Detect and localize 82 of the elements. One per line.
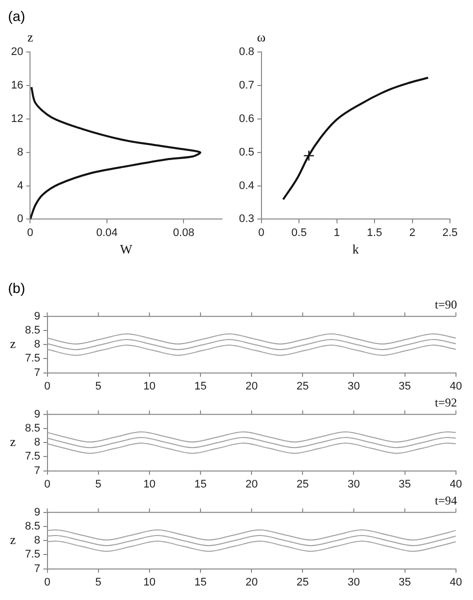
y-tick-label: 0.3 <box>238 213 254 226</box>
x-tick-label: 0 <box>44 380 50 392</box>
x-tick-label: 25 <box>296 478 309 490</box>
y-axis-title: z <box>27 29 34 44</box>
y-tick-label: 7 <box>34 366 40 379</box>
x-tick-label: 15 <box>194 478 207 490</box>
y-tick-label: 0.5 <box>238 146 254 158</box>
x-tick-label: 40 <box>450 576 462 588</box>
x-tick-label: 15 <box>194 380 207 392</box>
line-series <box>47 431 456 443</box>
chart-title: t=90 <box>434 297 457 312</box>
y-tick-label: 0.7 <box>238 79 254 92</box>
x-tick-label: 35 <box>398 576 411 588</box>
x-axis-title: k <box>352 242 360 257</box>
y-tick-label: 9 <box>34 506 40 518</box>
y-tick-label: 9 <box>34 310 40 322</box>
x-tick-label: 1.5 <box>366 226 382 239</box>
x-tick-label: 5 <box>95 380 102 392</box>
line-series <box>47 540 456 552</box>
text: (b) <box>8 280 26 298</box>
y-tick-label: 20 <box>10 46 24 58</box>
y-tick-label: 0 <box>17 213 24 226</box>
x-tick-label: 1 <box>334 226 340 239</box>
y-tick-label: 7.5 <box>24 548 40 561</box>
x-tick-label: 30 <box>348 576 360 588</box>
y-tick-label: 8 <box>34 338 40 351</box>
y-tick-label: 8 <box>34 436 40 449</box>
x-tick-label: 2.5 <box>442 226 458 239</box>
y-tick-label: 8.5 <box>24 422 40 435</box>
y-tick-label: 8.5 <box>24 520 40 533</box>
y-tick-label: 4 <box>17 180 24 192</box>
y-tick-label: 8.5 <box>24 324 40 337</box>
chart-title: t=94 <box>434 493 457 508</box>
y-tick-label: 7 <box>34 562 40 575</box>
line-series <box>47 529 456 541</box>
y-tick-label: 16 <box>10 79 24 92</box>
y-tick-label: 8 <box>17 146 24 158</box>
line-series <box>282 76 430 200</box>
y-tick-label: 12 <box>10 112 24 125</box>
y-axis-title: z <box>10 532 16 548</box>
x-tick-label: 0.5 <box>291 226 307 239</box>
y-axis-title: z <box>10 336 16 352</box>
x-tick-label: 2 <box>409 226 416 239</box>
x-tick-label: 35 <box>398 478 411 490</box>
line-series <box>47 535 456 546</box>
y-tick-label: 0.4 <box>238 180 254 192</box>
y-axis-title: ω <box>257 29 266 44</box>
x-tick-label: 0.08 <box>172 226 194 239</box>
x-tick-label: 25 <box>296 576 309 588</box>
x-tick-label: 0 <box>44 576 50 588</box>
x-tick-label: 5 <box>95 478 102 490</box>
x-tick-label: 0.04 <box>96 226 118 239</box>
line-series <box>47 333 456 345</box>
x-tick-label: 25 <box>296 380 309 392</box>
y-tick-label: 7 <box>34 464 40 477</box>
x-tick-label: 5 <box>95 576 102 588</box>
line-series <box>30 86 202 220</box>
chart-title: t=92 <box>434 395 457 410</box>
x-tick-label: 10 <box>143 380 156 392</box>
x-tick-label: 40 <box>450 380 462 392</box>
x-tick-label: 30 <box>348 380 360 392</box>
x-tick-label: 10 <box>143 478 156 490</box>
x-axis-title: W <box>120 242 133 257</box>
x-tick-label: 10 <box>143 576 156 588</box>
line-series <box>47 437 456 448</box>
x-tick-label: 15 <box>194 576 207 588</box>
y-tick-label: 8 <box>34 534 40 547</box>
line-series <box>47 344 456 356</box>
y-tick-label: 0.6 <box>238 112 254 125</box>
x-tick-label: 0 <box>258 226 264 239</box>
y-tick-label: 0.8 <box>238 46 254 58</box>
y-tick-label: 9 <box>34 408 40 420</box>
x-tick-label: 35 <box>398 380 411 392</box>
x-tick-label: 30 <box>348 478 360 490</box>
text: (a) <box>8 8 26 26</box>
x-tick-label: 40 <box>450 478 462 490</box>
line-series <box>47 442 456 454</box>
y-axis-title: z <box>10 434 16 450</box>
y-tick-label: 7.5 <box>24 352 40 365</box>
y-tick-label: 7.5 <box>24 450 40 463</box>
line-series <box>47 339 456 350</box>
x-tick-label: 0 <box>44 478 50 490</box>
